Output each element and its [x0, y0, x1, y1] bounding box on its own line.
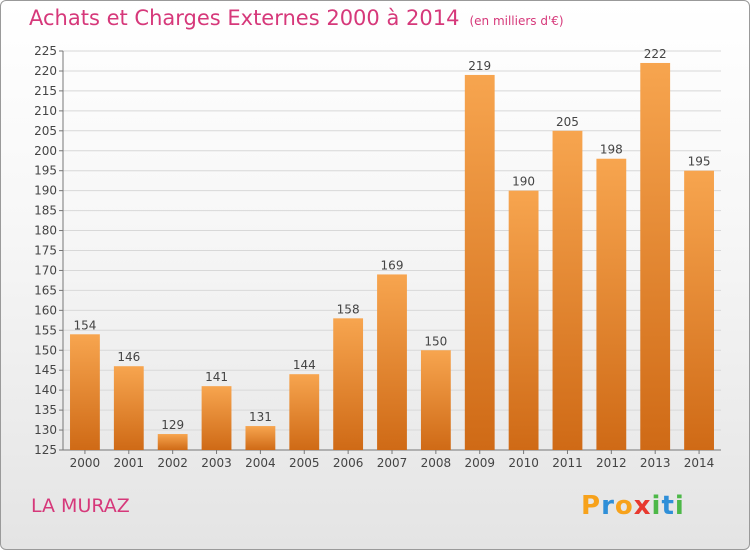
data-label: 144	[293, 358, 316, 372]
bar	[70, 334, 100, 450]
y-tick-label: 180	[34, 224, 57, 238]
data-label: 169	[381, 258, 404, 272]
bar	[596, 158, 627, 451]
x-tick-label: 2003	[201, 456, 232, 470]
data-label: 154	[73, 318, 96, 332]
data-label: 158	[337, 302, 360, 316]
y-tick-label: 195	[34, 164, 57, 178]
y-tick-label: 210	[34, 104, 57, 118]
data-label: 222	[644, 47, 667, 61]
y-tick-label: 225	[34, 44, 57, 58]
bar	[113, 366, 144, 450]
data-label: 219	[468, 59, 491, 73]
x-tick-label: 2001	[114, 456, 145, 470]
chart-title: Achats et Charges Externes 2000 à 2014 (e…	[29, 6, 564, 30]
data-label: 190	[512, 175, 535, 189]
y-tick-label: 155	[34, 323, 57, 337]
bar	[377, 274, 407, 450]
x-tick-label: 2013	[640, 456, 671, 470]
logo-letter: P	[581, 491, 602, 521]
chart-title-text: Achats et Charges Externes 2000 à 2014	[29, 6, 460, 30]
y-tick-label: 165	[34, 283, 57, 297]
proxiti-logo: Proxiti	[581, 491, 685, 521]
y-tick-label: 145	[34, 363, 57, 377]
data-label: 198	[600, 143, 623, 157]
logo-letter: o	[614, 491, 634, 521]
y-tick-label: 185	[34, 204, 57, 218]
y-tick-label: 175	[34, 244, 57, 258]
bar	[245, 426, 276, 450]
y-tick-label: 190	[34, 184, 57, 198]
x-tick-label: 2008	[421, 456, 452, 470]
data-label: 205	[556, 115, 579, 129]
logo-letter: i	[674, 491, 685, 521]
y-tick-label: 140	[34, 383, 57, 397]
bar	[333, 318, 364, 450]
y-tick-label: 215	[34, 84, 57, 98]
data-label: 131	[249, 410, 272, 424]
data-label: 150	[424, 334, 447, 348]
y-tick-labels: 125 130 135 140 145 150 155 160 165 170 175 180 185 1…	[34, 44, 57, 457]
bar	[508, 190, 539, 450]
x-tick-label: 2002	[157, 456, 188, 470]
bar	[552, 130, 583, 451]
bar	[289, 374, 320, 450]
bar	[464, 74, 495, 450]
y-tick-label: 135	[34, 403, 57, 417]
x-tick-label: 2010	[508, 456, 539, 470]
y-tick-label: 160	[34, 303, 57, 317]
bar	[157, 434, 188, 450]
y-tick-label: 125	[34, 443, 57, 457]
data-labels: 154 146 129 141 131 144 158 169 150 219 190 205 198 2…	[73, 47, 710, 432]
bar	[684, 170, 714, 450]
y-tick-label: 150	[34, 343, 57, 357]
logo-letter: i	[651, 491, 662, 521]
logo-letter: r	[601, 491, 615, 521]
y-tick-label: 220	[34, 64, 57, 78]
x-tick-label: 2007	[377, 456, 408, 470]
x-tick-label: 2014	[684, 456, 715, 470]
x-tick-label: 2011	[552, 456, 583, 470]
x-tick-label: 2000	[70, 456, 101, 470]
y-tick-label: 200	[34, 144, 57, 158]
commune-name: LA MURAZ	[31, 495, 130, 517]
bar	[640, 62, 671, 450]
bar	[201, 386, 232, 450]
x-tick-label: 2005	[289, 456, 320, 470]
x-tick-label: 2004	[245, 456, 276, 470]
data-label: 195	[688, 155, 711, 169]
data-label: 146	[117, 350, 140, 364]
bars	[70, 62, 714, 451]
bar	[420, 350, 451, 450]
chart-unit: (en milliers d'€)	[469, 14, 564, 28]
x-tick-label: 2012	[596, 456, 627, 470]
y-tick-label: 170	[34, 263, 57, 277]
x-tick-label: 2006	[333, 456, 364, 470]
logo-letter: x	[633, 491, 652, 521]
logo-letter: t	[661, 491, 675, 521]
data-label: 141	[205, 370, 228, 384]
y-tick-label: 205	[34, 124, 57, 138]
x-tick-label: 2009	[464, 456, 495, 470]
y-tick-label: 130	[34, 423, 57, 437]
x-tick-labels: 2000 2001 2002 2003 2004 2005 2006 2007 2008 2009…	[70, 456, 715, 470]
data-label: 129	[161, 418, 184, 432]
